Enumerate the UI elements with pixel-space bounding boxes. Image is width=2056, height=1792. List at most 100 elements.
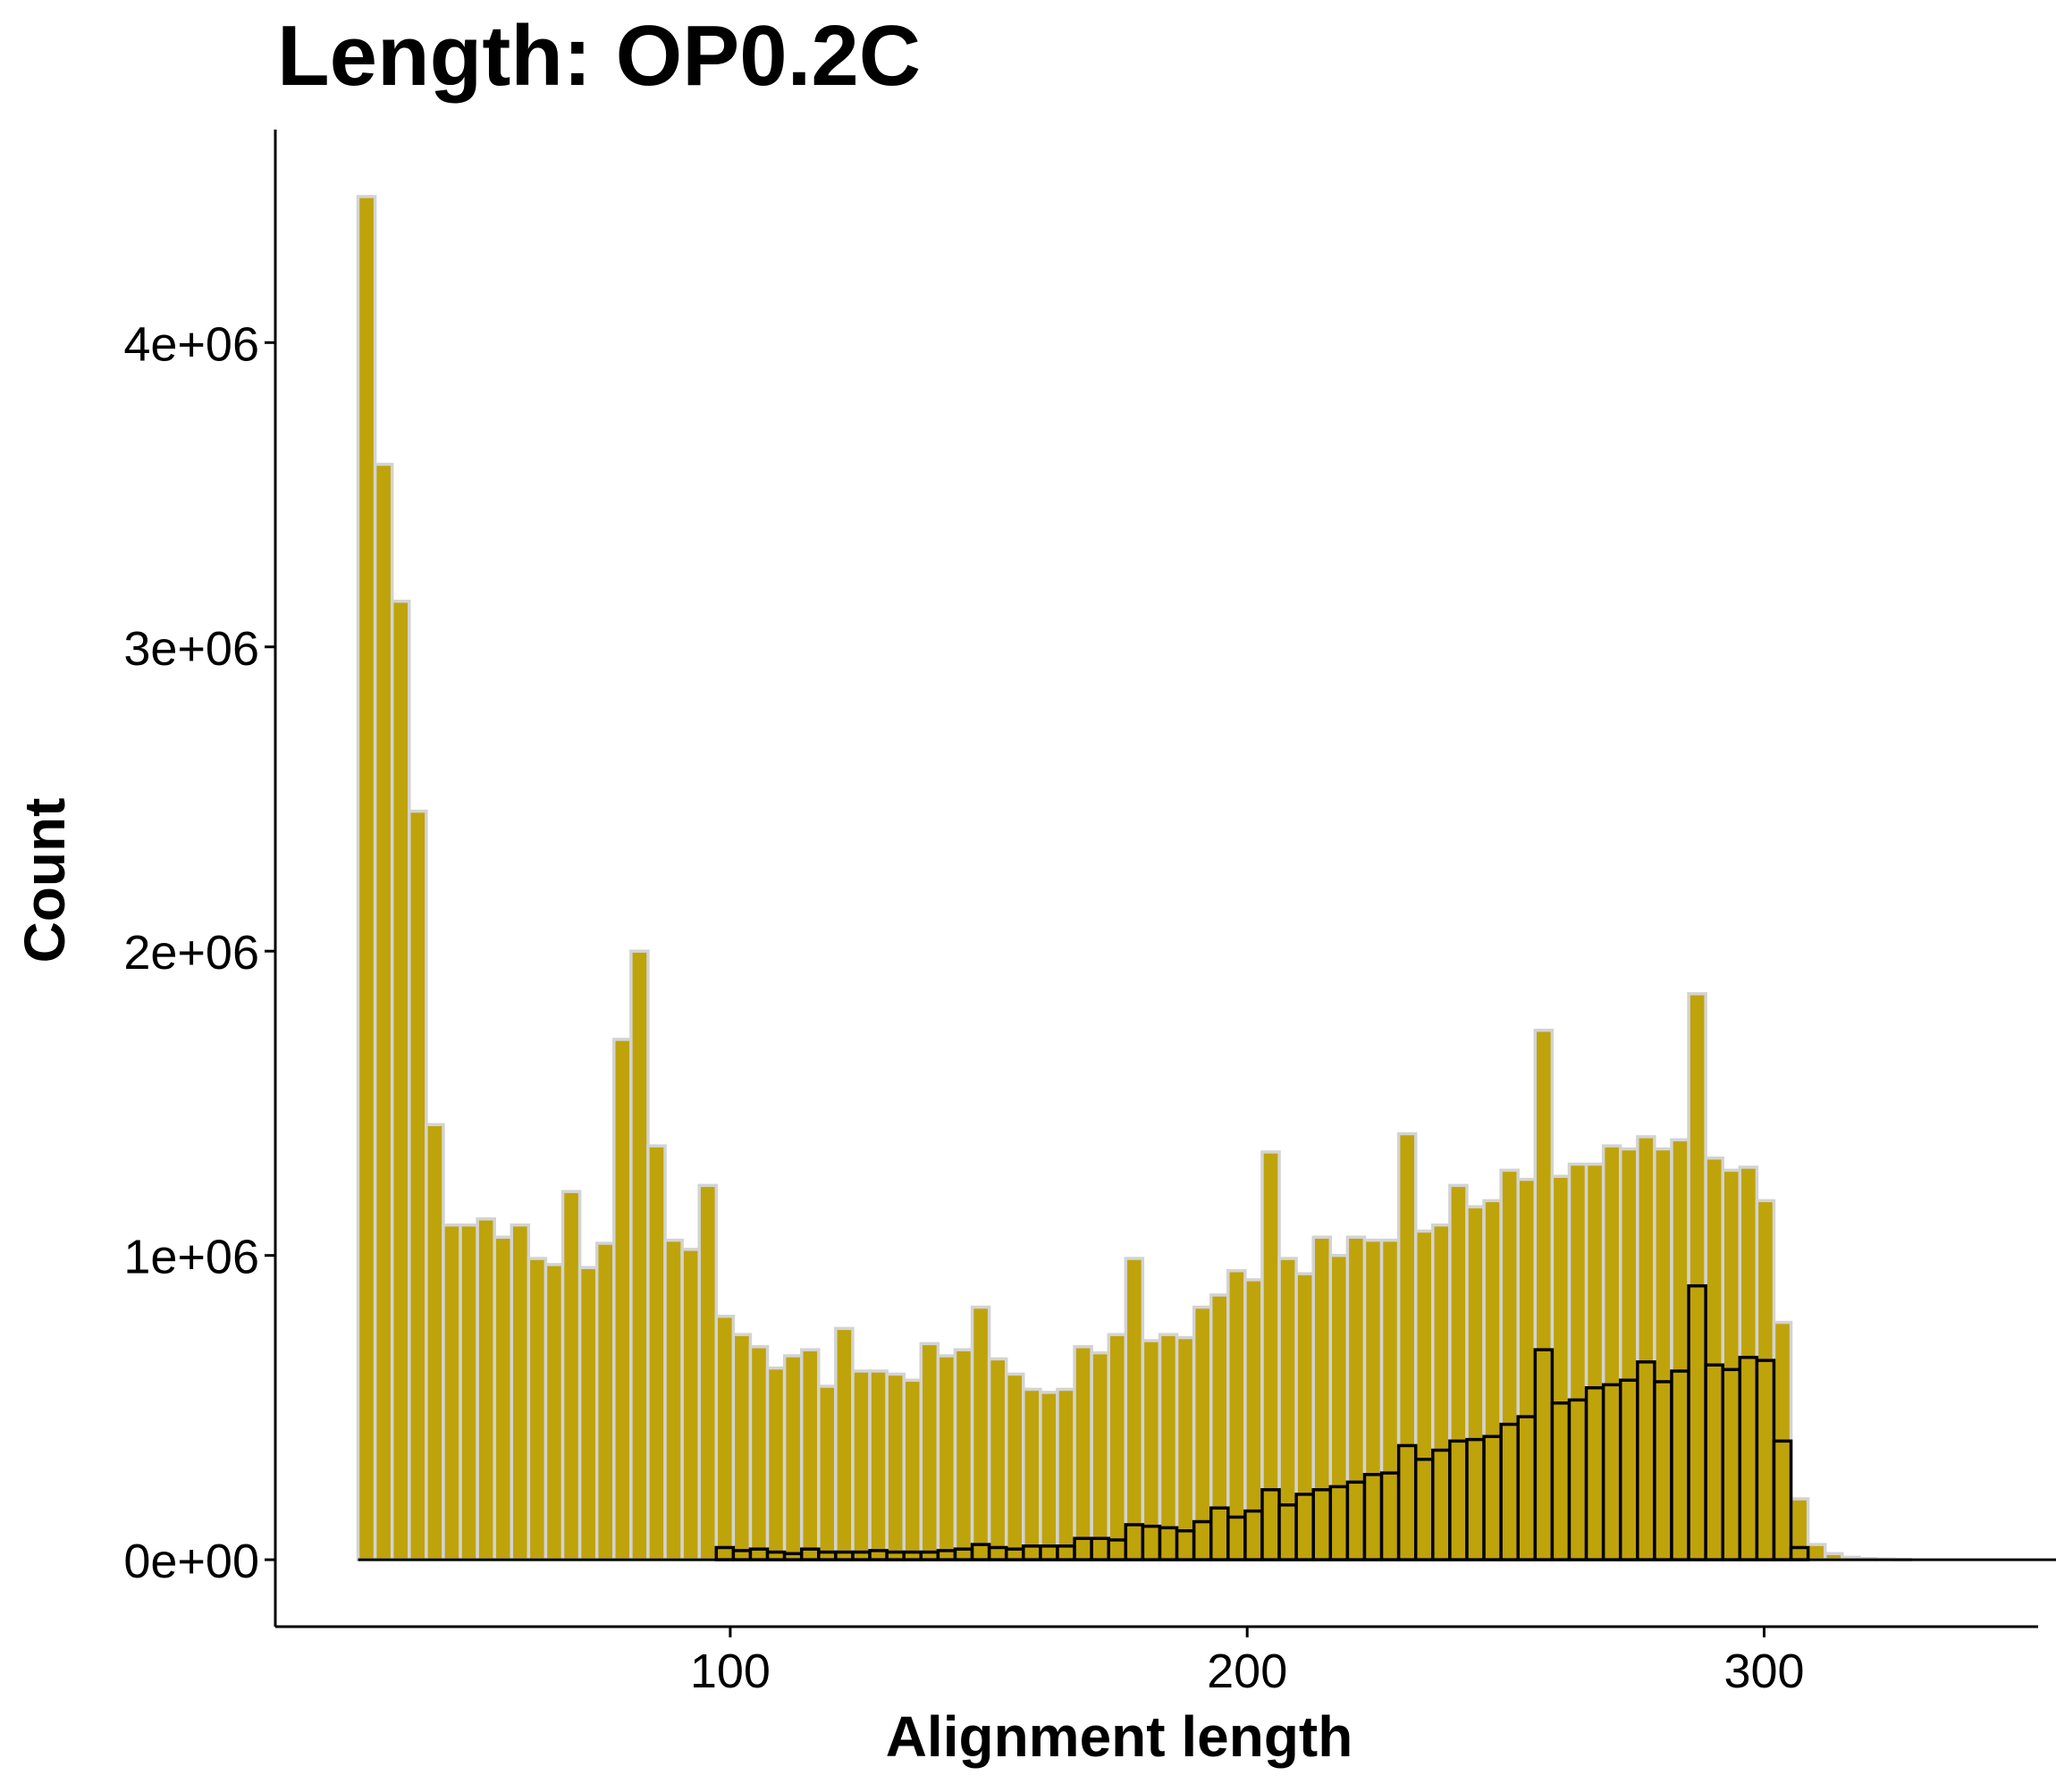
x-axis-label: Alignment length: [886, 1704, 1353, 1769]
bar-series2-bin-64: [1448, 1439, 1469, 1561]
bar-series1-bin-14: [594, 1241, 616, 1561]
bar-series2-bin-48: [1175, 1529, 1196, 1561]
bars-layer: [356, 195, 1912, 1562]
bar-series2-bin-77: [1670, 1369, 1690, 1561]
bar-series1-bin-45: [1124, 1257, 1145, 1561]
bar-series2-bin-21: [714, 1545, 736, 1561]
bar-series2-bin-35: [953, 1547, 974, 1561]
bar-series1-bin-15: [612, 1038, 633, 1561]
bar-series1-bin-4: [425, 1123, 445, 1561]
bar-series2-bin-39: [1022, 1544, 1042, 1561]
bar-series2-bin-73: [1601, 1383, 1622, 1561]
bar-series2-bin-37: [987, 1545, 1008, 1561]
bar-series2-bin-57: [1328, 1485, 1350, 1561]
y-tick-label-0: 0e+00: [123, 1535, 259, 1588]
bar-series1-bin-85: [1806, 1543, 1827, 1561]
bar-series1-bin-0: [356, 195, 377, 1561]
bar-series1-bin-24: [765, 1366, 787, 1561]
bar-series1-bin-42: [1073, 1345, 1093, 1561]
bar-series2-bin-42: [1073, 1536, 1093, 1561]
bar-series1-bin-25: [782, 1354, 804, 1561]
bar-series1-bin-31: [885, 1372, 906, 1561]
bar-series1-bin-13: [577, 1266, 599, 1561]
axes-layer: [274, 130, 2056, 1628]
bar-series2-bin-41: [1056, 1544, 1076, 1561]
bar-series1-bin-1: [373, 462, 394, 1561]
bar-series1-bin-28: [834, 1326, 855, 1561]
y-tick-label-4: 4e+06: [123, 317, 259, 371]
bar-series2-bin-61: [1396, 1443, 1418, 1561]
bar-series2-bin-63: [1431, 1448, 1452, 1561]
bar-series2-bin-56: [1311, 1488, 1333, 1561]
bar-series1-bin-3: [408, 809, 428, 1561]
bar-series2-bin-59: [1362, 1473, 1384, 1561]
bar-series1-bin-43: [1090, 1350, 1110, 1561]
bar-series2-bin-58: [1345, 1480, 1367, 1561]
y-tick-label-1: 1e+06: [123, 1231, 259, 1284]
bar-series2-bin-76: [1653, 1380, 1673, 1561]
bar-series2-bin-70: [1550, 1401, 1571, 1561]
bar-series1-bin-37: [987, 1357, 1008, 1561]
bar-series2-bin-36: [970, 1543, 991, 1561]
bar-series2-bin-54: [1277, 1503, 1298, 1561]
bar-series2-bin-38: [1004, 1547, 1025, 1561]
bar-series2-bin-83: [1772, 1439, 1793, 1561]
x-tick-label-1: 200: [1207, 1645, 1287, 1698]
bar-series2-bin-62: [1413, 1458, 1435, 1561]
bar-series2-bin-55: [1294, 1493, 1315, 1561]
bar-series2-bin-68: [1516, 1415, 1538, 1561]
bar-series2-bin-67: [1499, 1422, 1520, 1561]
x-tick-label-2: 300: [1723, 1645, 1804, 1698]
bar-series1-bin-32: [902, 1378, 923, 1561]
bar-series1-bin-20: [697, 1183, 719, 1561]
y-tick-label-3: 3e+06: [123, 622, 259, 676]
bar-series1-bin-41: [1056, 1387, 1076, 1561]
bar-series1-bin-19: [680, 1248, 701, 1561]
bar-series2-bin-71: [1567, 1398, 1588, 1561]
bar-series1-bin-21: [714, 1314, 736, 1561]
bar-series1-bin-40: [1039, 1391, 1059, 1561]
bar-series1-bin-48: [1175, 1335, 1196, 1561]
ticks-layer: 0e+00 1e+06 2e+06 3e+06 4e+06 100 200 300: [123, 317, 1804, 1698]
bar-series2-bin-75: [1636, 1360, 1656, 1561]
bar-series2-bin-43: [1090, 1536, 1110, 1561]
bar-series1-bin-38: [1004, 1372, 1025, 1561]
bar-series1-bin-26: [799, 1348, 821, 1561]
bar-series1-bin-5: [442, 1223, 462, 1561]
bar-series1-bin-33: [919, 1342, 940, 1561]
bar-series1-bin-18: [663, 1238, 684, 1561]
bar-series1-bin-12: [560, 1190, 582, 1561]
bar-series1-bin-39: [1022, 1387, 1042, 1561]
bar-series1-bin-8: [493, 1235, 514, 1561]
bar-series1-bin-10: [527, 1257, 548, 1561]
bar-series2-bin-66: [1482, 1434, 1503, 1561]
bar-series1-bin-34: [936, 1354, 957, 1561]
bar-series2-bin-34: [936, 1549, 957, 1561]
bar-series1-bin-30: [868, 1369, 889, 1561]
bar-series2-bin-23: [748, 1547, 770, 1561]
bar-series2-bin-80: [1721, 1367, 1742, 1561]
bar-series2-bin-81: [1738, 1355, 1759, 1561]
bar-series2-bin-78: [1687, 1283, 1707, 1561]
bar-series1-bin-17: [646, 1144, 667, 1561]
bar-series1-bin-6: [459, 1223, 479, 1561]
y-tick-label-2: 2e+06: [123, 926, 259, 980]
bar-series2-bin-79: [1704, 1363, 1724, 1561]
bar-series1-bin-44: [1107, 1333, 1128, 1561]
bar-series2-bin-60: [1379, 1471, 1401, 1561]
bar-series1-bin-22: [731, 1333, 753, 1561]
bar-series2-bin-52: [1243, 1509, 1264, 1561]
bar-series2-bin-49: [1192, 1519, 1213, 1561]
bar-series1-bin-29: [851, 1369, 872, 1561]
bar-series1-bin-27: [817, 1384, 838, 1561]
bar-series2-bin-72: [1584, 1385, 1605, 1561]
bar-series2-bin-84: [1789, 1545, 1810, 1561]
y-axis-label: Count: [13, 798, 77, 963]
bar-series1-bin-47: [1158, 1333, 1179, 1561]
bar-series2-bin-45: [1124, 1523, 1145, 1561]
bar-series1-bin-2: [390, 599, 411, 1561]
x-tick-label-0: 100: [690, 1645, 771, 1698]
bar-series2-bin-44: [1107, 1538, 1128, 1561]
